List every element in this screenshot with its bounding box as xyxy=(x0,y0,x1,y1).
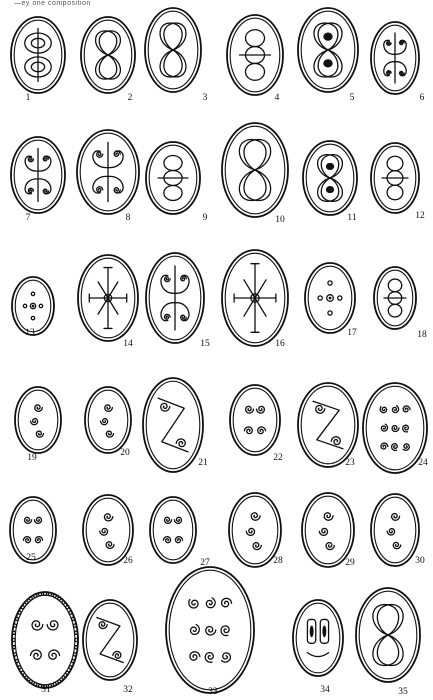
seal-number: 21 xyxy=(198,458,208,468)
seal-number: 30 xyxy=(415,556,425,566)
seal-number: 22 xyxy=(273,453,283,463)
seal-28: 28 xyxy=(229,493,283,567)
seal-3: 3 xyxy=(145,8,208,103)
seal-1: 1 xyxy=(11,17,65,103)
seal-32: 32 xyxy=(83,600,137,695)
seal-number: 31 xyxy=(41,685,51,695)
seal-number: 15 xyxy=(200,339,210,349)
seal-number: 9 xyxy=(203,213,208,223)
seal-number: 3 xyxy=(203,93,208,103)
seal-number: 14 xyxy=(123,339,133,349)
seal-12: 12 xyxy=(371,143,425,221)
seal-34: 34 xyxy=(293,600,343,695)
seal-number: 33 xyxy=(208,687,218,697)
seal-4: 4 xyxy=(227,15,283,103)
seal-13: 13 xyxy=(12,277,54,338)
seal-number: 29 xyxy=(345,558,355,568)
seal-number: 32 xyxy=(123,685,133,695)
seal-11: 11 xyxy=(303,141,357,223)
seal-number: 18 xyxy=(417,330,427,340)
seal-16: 16 xyxy=(222,250,288,349)
seal-number: 26 xyxy=(123,556,133,566)
seal-number: 16 xyxy=(275,339,285,349)
seal-35: 35 xyxy=(356,588,420,697)
seal-18: 18 xyxy=(374,267,427,340)
seal-number: 34 xyxy=(320,685,330,695)
seal-number: 6 xyxy=(420,93,425,103)
seal-10: 10 xyxy=(222,123,288,225)
seal-number: 25 xyxy=(26,553,36,563)
seal-number: 5 xyxy=(350,93,355,103)
seal-9: 9 xyxy=(146,142,208,223)
seal-number: 12 xyxy=(415,211,425,221)
seal-number: 7 xyxy=(26,213,31,223)
seal-number: 4 xyxy=(275,93,280,103)
seal-number: 24 xyxy=(418,458,428,468)
seal-31: 31 xyxy=(12,592,78,695)
seal-number: 11 xyxy=(347,213,356,223)
seal-15: 15 xyxy=(146,253,210,349)
seal-17: 17 xyxy=(305,263,357,338)
seal-20: 20 xyxy=(85,387,131,458)
seal-number: 35 xyxy=(398,687,408,697)
seal-number: 20 xyxy=(120,448,130,458)
seal-24: 24 xyxy=(363,383,428,473)
seal-21: 21 xyxy=(143,378,208,472)
seal-33: 33 xyxy=(166,567,254,697)
seal-number: 13 xyxy=(25,328,35,338)
seal-number: 2 xyxy=(128,93,133,103)
seal-number: 10 xyxy=(275,215,285,225)
seal-8: 8 xyxy=(77,130,139,223)
seal-29: 29 xyxy=(302,493,355,568)
seal-number: 8 xyxy=(126,213,131,223)
seal-30: 30 xyxy=(371,494,425,566)
seal-number: 28 xyxy=(273,556,283,566)
seal-number: 1 xyxy=(26,93,31,103)
seal-2: 2 xyxy=(81,17,135,103)
seal-25: 25 xyxy=(10,497,56,563)
seal-number: 17 xyxy=(347,328,357,338)
seal-number: 19 xyxy=(27,453,37,463)
seal-19: 19 xyxy=(15,387,61,463)
seal-23: 23 xyxy=(298,383,358,468)
seal-14: 14 xyxy=(78,255,138,349)
seal-26: 26 xyxy=(83,495,133,566)
seal-5: 5 xyxy=(298,8,358,103)
seal-27: 27 xyxy=(150,497,210,568)
seal-6: 6 xyxy=(371,22,425,103)
seal-number: 23 xyxy=(345,458,355,468)
seal-22: 22 xyxy=(230,385,283,463)
seal-7: 7 xyxy=(11,137,65,223)
